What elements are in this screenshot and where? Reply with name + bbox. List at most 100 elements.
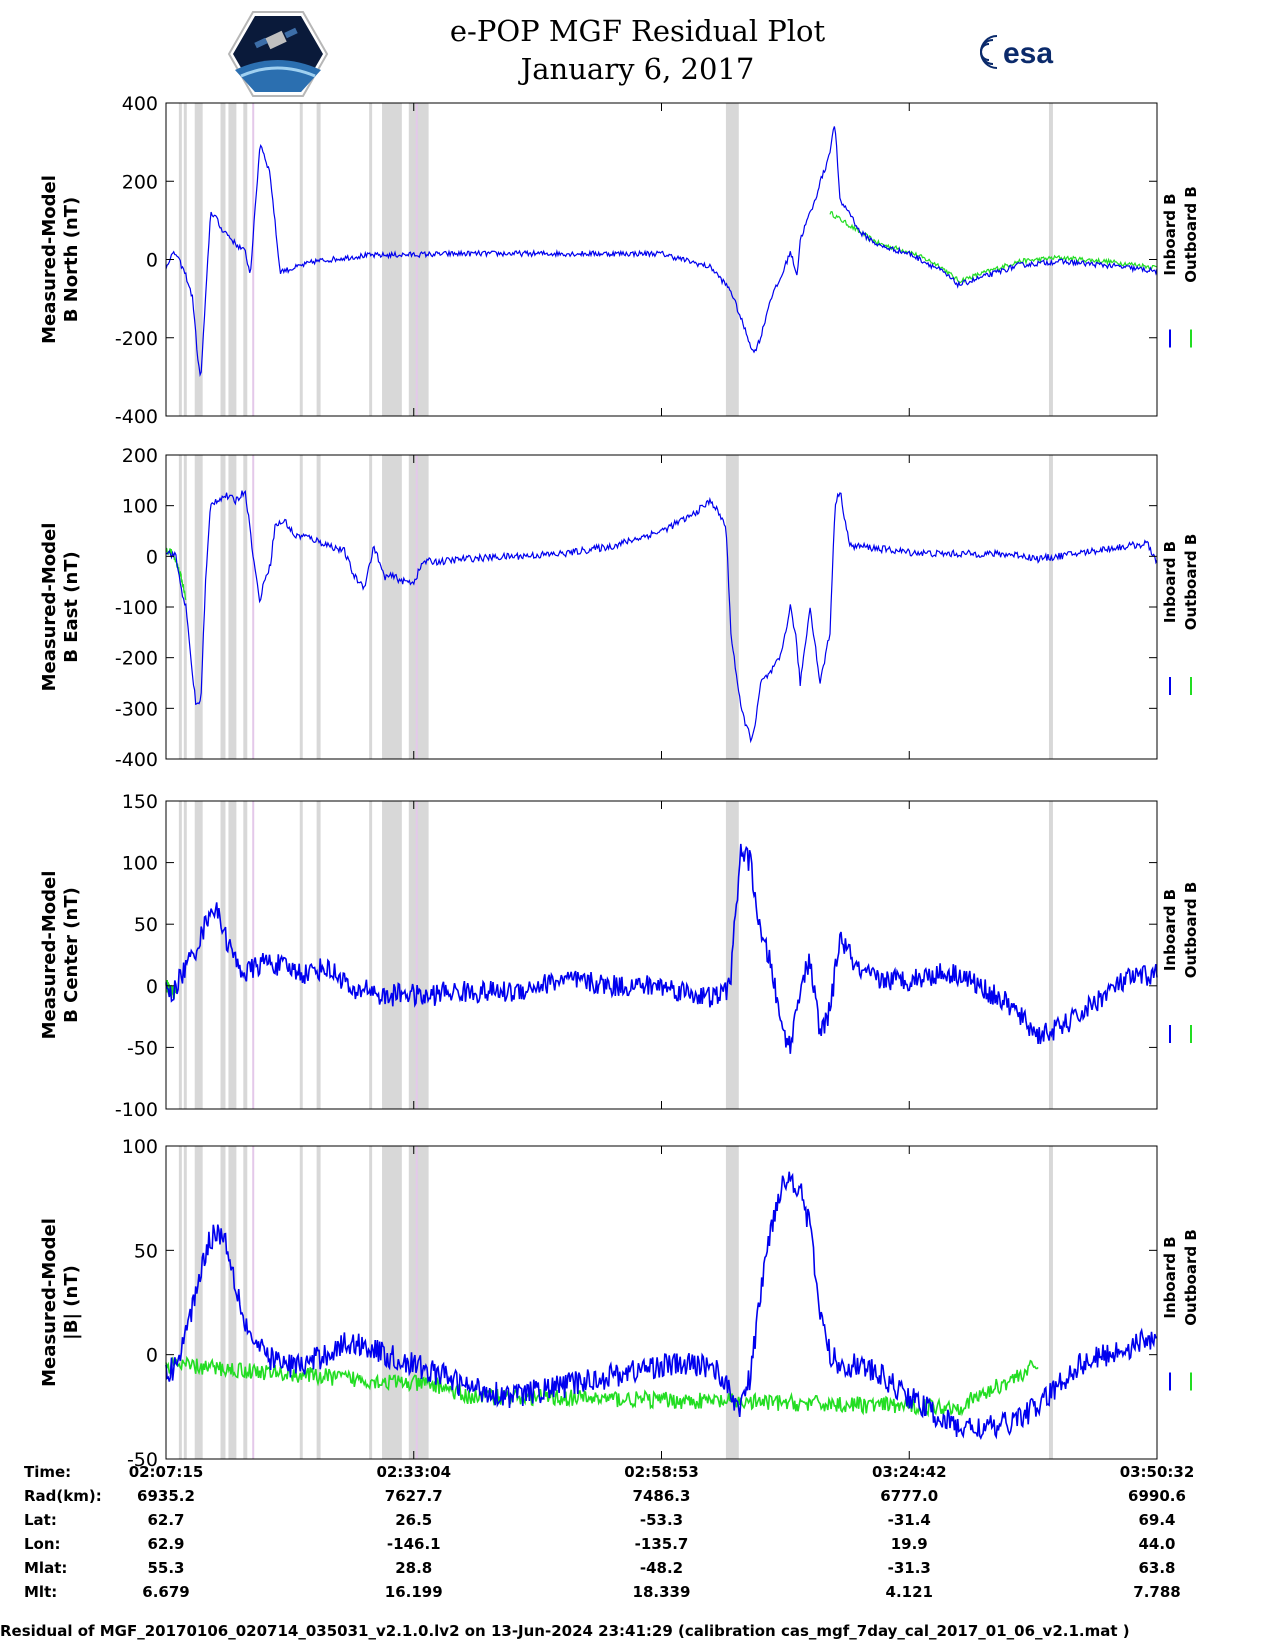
plot-frame	[165, 454, 1158, 760]
data-gap-band-magenta	[252, 801, 255, 1109]
info-value-mlt: 6.679	[142, 1583, 190, 1601]
data-gap-band	[220, 103, 226, 416]
y-tick-label: 150	[122, 791, 158, 813]
info-value-lat: 62.7	[147, 1511, 185, 1529]
data-gap-band-magenta	[415, 801, 418, 1109]
data-gap-band	[220, 801, 226, 1109]
data-gap-band	[382, 103, 402, 416]
data-gap-band	[243, 455, 248, 759]
data-gap-band	[243, 801, 248, 1109]
y-axis-label: Measured-Model	[39, 175, 60, 344]
y-axis-label: B North (nT)	[61, 197, 82, 323]
y-tick-label: 50	[134, 1240, 158, 1262]
info-value-lat: -31.4	[887, 1511, 931, 1529]
data-gap-band	[178, 801, 182, 1109]
y-tick-label: -50	[127, 1037, 158, 1059]
data-gap-band	[194, 1146, 203, 1459]
page-subtitle: January 6, 2017	[520, 52, 755, 86]
info-value-lat: 26.5	[395, 1511, 433, 1529]
data-gap-band	[228, 103, 237, 416]
info-value-mlt: 7.788	[1133, 1583, 1181, 1601]
inboard-series-line	[165, 1171, 1157, 1440]
data-gap-band	[382, 1146, 402, 1459]
data-gap-band	[316, 1146, 321, 1459]
info-row-label: Mlt:	[24, 1583, 58, 1601]
y-axis-label: Measured-Model	[39, 871, 60, 1040]
legend-entry-inboard: Inboard B	[1161, 541, 1179, 623]
data-gap-band	[408, 1146, 429, 1459]
legend-entry-outboard: Outboard B	[1182, 882, 1200, 979]
data-gap-band	[183, 103, 187, 416]
data-gap-band	[299, 1146, 303, 1459]
esa-logo-icon: esa	[980, 35, 1053, 70]
y-tick-label: 50	[134, 914, 158, 936]
data-gap-band	[194, 801, 203, 1109]
info-value-lon: 19.9	[890, 1535, 928, 1553]
info-value-rad: 6935.2	[137, 1487, 195, 1505]
legend-entry-outboard: Outboard B	[1182, 186, 1200, 283]
data-gap-band-magenta	[252, 1146, 255, 1459]
data-gap-band	[1048, 1146, 1053, 1459]
data-gap-band	[183, 1146, 187, 1459]
info-row-label: Lon:	[24, 1535, 61, 1553]
info-value-lat: -53.3	[639, 1511, 684, 1529]
y-tick-label: -400	[115, 406, 158, 428]
y-tick-label: -200	[115, 328, 158, 350]
plot-frame	[165, 1145, 1158, 1460]
info-row-label: Mlat:	[24, 1559, 68, 1577]
outboard-series-line	[165, 1355, 1039, 1418]
info-row-label: Lat:	[24, 1511, 57, 1529]
legend-entry-inboard: Inboard B	[1161, 193, 1179, 275]
info-value-mlat: 28.8	[395, 1559, 433, 1577]
y-tick-label: -300	[115, 698, 158, 720]
y-tick-label: 400	[122, 93, 158, 115]
plot-frame	[165, 800, 1158, 1110]
info-value-mlt: 4.121	[885, 1583, 933, 1601]
y-axis-label: Measured-Model	[39, 1218, 60, 1387]
info-value-mlat: -31.3	[887, 1559, 931, 1577]
data-gap-band	[220, 1146, 226, 1459]
y-tick-label: 0	[146, 976, 158, 998]
info-value-rad: 6777.0	[880, 1487, 939, 1505]
y-tick-label: 0	[146, 250, 158, 272]
legend-entry-inboard: Inboard B	[1161, 889, 1179, 971]
y-tick-label: 0	[146, 1345, 158, 1367]
info-value-time: 02:33:04	[376, 1463, 452, 1481]
y-tick-label: -400	[115, 749, 158, 771]
inboard-series-line	[165, 843, 1158, 1054]
data-gap-band	[194, 103, 203, 416]
info-value-lon: 62.9	[147, 1535, 185, 1553]
info-row-label: Rad(km):	[24, 1487, 102, 1505]
data-gap-band	[369, 801, 373, 1109]
data-gap-band	[228, 455, 237, 759]
info-value-time: 03:50:32	[1119, 1463, 1195, 1481]
data-gap-band	[725, 1146, 739, 1459]
info-value-lat: 69.4	[1138, 1511, 1176, 1529]
info-value-rad: 6990.6	[1128, 1487, 1186, 1505]
y-tick-label: 100	[122, 496, 158, 518]
plot-frame	[165, 102, 1158, 417]
data-gap-band	[382, 455, 402, 759]
cassiope-logo-icon	[227, 11, 329, 97]
y-axis-label: B Center (nT)	[61, 887, 82, 1023]
data-gap-band	[178, 1146, 182, 1459]
data-gap-band	[299, 801, 303, 1109]
data-gap-band	[183, 455, 187, 759]
legend-entry-outboard: Outboard B	[1182, 534, 1200, 631]
legend-entry-outboard: Outboard B	[1182, 1229, 1200, 1326]
info-row-label: Time:	[24, 1463, 72, 1481]
info-value-time: 02:07:15	[128, 1463, 204, 1481]
inboard-series-line	[165, 489, 1158, 744]
y-tick-label: 200	[122, 445, 158, 467]
data-gap-band	[382, 801, 402, 1109]
data-gap-band	[1048, 455, 1053, 759]
data-gap-band	[183, 801, 187, 1109]
data-gap-band	[1048, 801, 1053, 1109]
data-gap-band	[408, 103, 429, 416]
info-value-mlat: 55.3	[147, 1559, 185, 1577]
page-title: e-POP MGF Residual Plot	[449, 14, 826, 48]
data-gap-band	[228, 1146, 237, 1459]
data-gap-band	[369, 1146, 373, 1459]
footer-caption: Residual of MGF_20170106_020714_035031_v…	[0, 1622, 1130, 1640]
